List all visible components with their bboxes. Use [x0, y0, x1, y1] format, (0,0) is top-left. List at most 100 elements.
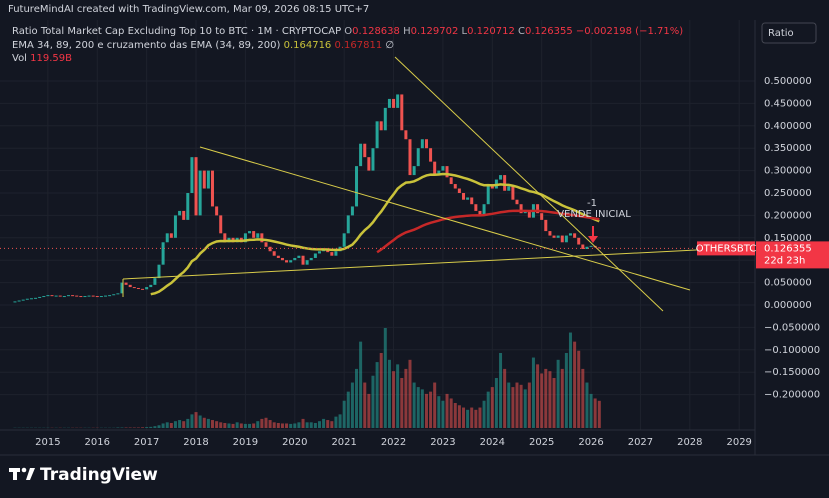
candle-body	[210, 170, 214, 207]
candle-body	[367, 157, 371, 171]
candle-body	[289, 260, 293, 263]
candle-body	[334, 251, 338, 256]
ohlc-value: 0.120712	[467, 26, 515, 37]
volume-bar	[309, 422, 313, 428]
scale-button[interactable]	[761, 22, 817, 44]
candle-body	[507, 186, 511, 191]
candle-body	[457, 188, 461, 193]
y-tick-label: 0.250000	[764, 188, 812, 199]
x-tick-label: 2022	[381, 437, 406, 448]
candle-body	[301, 255, 305, 265]
candle-body	[71, 295, 75, 297]
candle-body	[149, 284, 153, 288]
volume-bar	[400, 378, 404, 428]
candle-body	[515, 199, 519, 205]
candle-body	[536, 204, 540, 214]
volume-bar	[285, 423, 289, 428]
y-tick-label: 0.000000	[764, 300, 812, 311]
volume-bar	[264, 417, 268, 428]
candle-body	[597, 247, 601, 249]
annotation: -1	[587, 198, 597, 209]
symbol-title: Ratio Total Market Cap Excluding Top 10 …	[12, 26, 342, 37]
volume-row: Vol 119.59B	[12, 53, 72, 64]
volume-bar	[416, 387, 420, 428]
volume-bar	[169, 423, 173, 428]
volume-bar	[478, 407, 482, 428]
volume-bar	[235, 422, 239, 428]
volume-bar	[178, 420, 182, 428]
volume-bar	[387, 359, 391, 428]
volume-bar	[280, 423, 284, 428]
volume-bar	[248, 423, 252, 428]
volume-bar	[523, 389, 527, 428]
volume-bar	[301, 418, 305, 428]
ohlc-label: O	[344, 26, 353, 37]
volume-bar	[499, 353, 503, 428]
volume-bar	[182, 421, 186, 428]
volume-bar	[470, 407, 474, 428]
volume-bar	[243, 423, 247, 428]
candle-body	[198, 170, 202, 216]
candle-body	[186, 193, 190, 220]
volume-bar	[527, 382, 531, 428]
volume-bar	[544, 368, 548, 428]
volume-bar	[223, 423, 227, 428]
candle-body	[309, 257, 313, 261]
brand: TradingView	[40, 465, 158, 485]
y-tick-label: −0.200000	[764, 390, 820, 401]
candle-body	[252, 231, 256, 238]
candle-body	[470, 197, 474, 205]
x-tick-label: 2026	[578, 437, 603, 448]
candle-body	[153, 278, 157, 285]
volume-bar	[145, 427, 149, 428]
candle-body	[178, 210, 182, 216]
ema-line	[150, 172, 600, 296]
volume-bar	[486, 391, 490, 428]
y-tick-label: 0.300000	[764, 166, 812, 177]
volume-bar	[437, 396, 441, 428]
volume-bar	[256, 421, 260, 428]
candle-body	[79, 296, 83, 298]
candle-body	[383, 107, 387, 131]
candle-body	[194, 157, 198, 216]
volume-bar	[383, 328, 387, 428]
volume-bar	[141, 427, 145, 428]
volume-bar	[494, 378, 498, 428]
volume-bar	[342, 400, 346, 428]
x-tick-label: 2023	[430, 437, 455, 448]
volume-bar	[313, 423, 317, 428]
candle-body	[264, 242, 268, 247]
scale-button-label[interactable]: Ratio	[768, 28, 794, 39]
candle-body	[445, 166, 449, 178]
candle-body	[124, 282, 128, 285]
candle-body	[87, 295, 91, 297]
volume-bar	[515, 382, 519, 428]
candle-body	[280, 257, 284, 261]
candle-body	[297, 255, 301, 258]
candle-body	[424, 139, 428, 149]
volume-bar	[548, 371, 552, 428]
volume-bar	[568, 332, 572, 428]
candle-body	[128, 284, 132, 288]
volume-bar	[441, 400, 445, 428]
candle-body	[379, 121, 383, 131]
candle-body	[503, 175, 507, 191]
candle-body	[568, 233, 572, 236]
logo-shape	[13, 468, 17, 480]
candle-body	[46, 295, 50, 297]
indicator-row: EMA 34, 89, 200 e cruzamento das EMA (34…	[12, 40, 394, 51]
candle-body	[91, 295, 95, 297]
y-tick-label: −0.100000	[764, 345, 820, 356]
x-tick-label: 2028	[677, 437, 702, 448]
price-label-box	[756, 241, 829, 269]
volume-bar	[396, 364, 400, 428]
symbol-label: OTHERSBTC	[696, 243, 756, 254]
candle-body	[392, 98, 396, 108]
candle-body	[486, 184, 490, 205]
volume-bar	[556, 359, 560, 428]
candle-body	[21, 299, 25, 301]
volume-bar	[359, 341, 363, 428]
ohlc-value: 0.128638	[352, 26, 400, 37]
trendline	[394, 56, 664, 312]
volume-bar	[404, 368, 408, 428]
